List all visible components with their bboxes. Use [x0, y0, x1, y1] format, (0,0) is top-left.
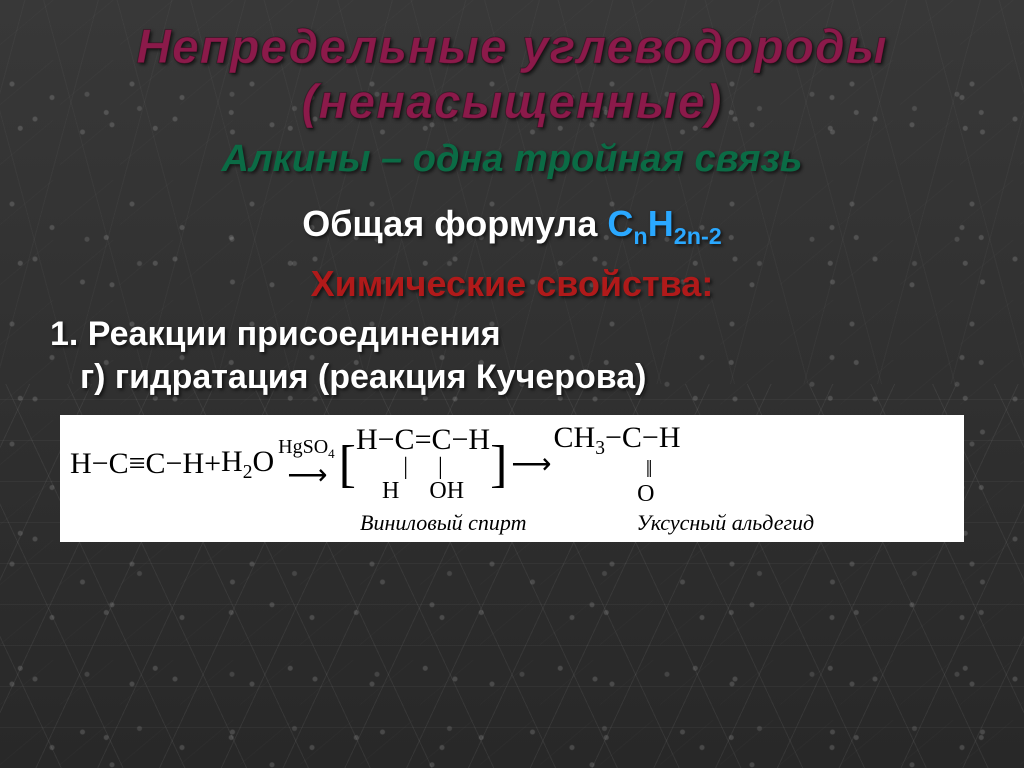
formula-2n2: 2n-2 — [674, 224, 722, 250]
arrow-1: HgSO4 ⟶ — [278, 437, 335, 492]
label-intermediate: Виниловый спирт — [360, 510, 527, 536]
label-product: Уксусный альдегид — [637, 510, 815, 536]
formula-n: n — [633, 224, 647, 250]
catalyst-sub: 4 — [328, 446, 335, 461]
reaction-diagram: H−C≡C−H + H2O HgSO4 ⟶ [ H−C=C−H || HOH ]… — [60, 415, 964, 543]
title-line-1: Непредельные углеводороды — [136, 21, 887, 74]
sub-oh: OH — [429, 479, 464, 503]
prod-rest: −C−H — [605, 421, 681, 454]
bracket-open: [ — [339, 449, 356, 480]
title-line-2: (ненасыщенные) — [301, 76, 722, 129]
product-structure: CH3−C−H ‖ O — [554, 423, 681, 507]
arrow-glyph-2: ⟶ — [511, 447, 549, 481]
catalyst-label: HgSO4 — [278, 437, 335, 460]
section-heading: Химические свойства: — [40, 263, 984, 305]
reactant-1: H−C≡C−H — [70, 447, 204, 481]
product-oxygen: O — [637, 482, 654, 506]
formula-chem: CnH2n-2 — [607, 203, 721, 244]
intermediate-structure: H−C=C−H || HOH — [356, 425, 490, 503]
prod-3: 3 — [595, 438, 605, 459]
product-main: CH3−C−H — [554, 423, 681, 459]
body-line-1: 1. Реакции присоединения — [50, 315, 984, 354]
bond-1: | — [403, 455, 408, 479]
formula-label: Общая формула — [302, 203, 607, 244]
general-formula-line: Общая формула CnH2n-2 — [40, 203, 984, 250]
h2o-o: O — [252, 445, 274, 478]
intermediate-substituents: H OH — [382, 479, 464, 503]
reaction-labels: Виниловый спирт Уксусный альдегид — [70, 510, 954, 536]
plus-sign: + — [204, 447, 221, 481]
prod-ch: CH — [554, 421, 596, 454]
formula-h: H — [648, 203, 674, 244]
subtitle-rest: – одна тройная связь — [371, 138, 803, 180]
bracket-close: ] — [490, 449, 507, 480]
arrow-2: ⟶ — [511, 447, 549, 481]
body-line-2: г) гидратация (реакция Кучерова) — [80, 358, 984, 397]
arrow-glyph-1: ⟶ — [287, 458, 325, 492]
bond-2: | — [438, 455, 443, 479]
product-double-bond: ‖ — [646, 458, 653, 482]
subtitle-term: Алкины — [222, 138, 371, 180]
intermediate-group: [ H−C=C−H || HOH ] — [339, 425, 508, 503]
sub-h: H — [382, 479, 399, 503]
catalyst-text: HgSO — [278, 436, 328, 458]
intermediate-main: H−C=C−H — [356, 425, 490, 455]
h2o-h: H — [221, 445, 243, 478]
formula-c: C — [607, 203, 633, 244]
slide-subtitle: Алкины – одна тройная связь — [40, 138, 984, 181]
slide-title: Непредельные углеводороды (ненасыщенные) — [40, 20, 984, 130]
reactant-2: H2O — [221, 445, 274, 484]
reaction-equation: H−C≡C−H + H2O HgSO4 ⟶ [ H−C=C−H || HOH ]… — [70, 423, 954, 507]
intermediate-bonds: || — [403, 455, 443, 479]
h2o-2: 2 — [243, 462, 253, 483]
